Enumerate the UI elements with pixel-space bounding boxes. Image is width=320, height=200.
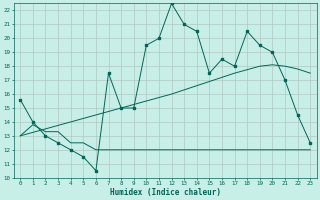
X-axis label: Humidex (Indice chaleur): Humidex (Indice chaleur): [110, 188, 221, 197]
